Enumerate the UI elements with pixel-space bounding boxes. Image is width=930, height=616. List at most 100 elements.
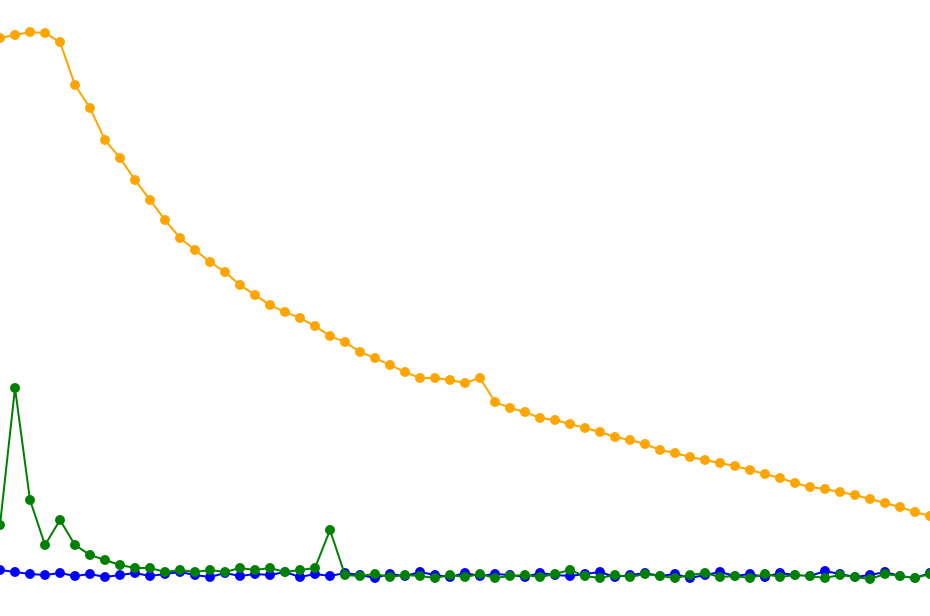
series-marker: [40, 540, 50, 550]
series-marker: [280, 567, 290, 577]
series-marker: [160, 215, 170, 225]
series-marker: [640, 439, 650, 449]
series-marker: [910, 507, 920, 517]
series-marker: [670, 573, 680, 583]
series-marker: [760, 469, 770, 479]
series-marker: [775, 473, 785, 483]
series-marker: [55, 37, 65, 47]
series-marker: [820, 573, 830, 583]
series-marker: [130, 175, 140, 185]
series-marker: [505, 571, 515, 581]
series-marker: [190, 567, 200, 577]
series-marker: [310, 321, 320, 331]
series-marker: [595, 427, 605, 437]
series-marker: [565, 419, 575, 429]
series-marker: [715, 572, 725, 582]
series-marker: [850, 572, 860, 582]
series-marker: [190, 245, 200, 255]
series-marker: [925, 569, 930, 579]
series-marker: [55, 568, 65, 578]
series-marker: [580, 423, 590, 433]
series-marker: [0, 520, 5, 530]
series-marker: [430, 373, 440, 383]
series-marker: [640, 569, 650, 579]
series-marker: [895, 571, 905, 581]
series-marker: [235, 280, 245, 290]
series-marker: [400, 570, 410, 580]
series-marker: [70, 80, 80, 90]
series-marker: [205, 257, 215, 267]
series-marker: [790, 570, 800, 580]
series-marker: [115, 570, 125, 580]
series-marker: [850, 490, 860, 500]
series-marker: [895, 502, 905, 512]
series-marker: [805, 482, 815, 492]
series-marker: [610, 432, 620, 442]
series-marker: [580, 571, 590, 581]
series-marker: [100, 572, 110, 582]
series-marker: [115, 560, 125, 570]
series-marker: [595, 573, 605, 583]
series-marker: [40, 570, 50, 580]
series-marker: [820, 566, 830, 576]
series-marker: [10, 567, 20, 577]
series-marker: [205, 572, 215, 582]
series-marker: [25, 569, 35, 579]
series-marker: [355, 571, 365, 581]
series-marker: [475, 373, 485, 383]
series-marker: [790, 478, 800, 488]
series-marker: [865, 494, 875, 504]
series-marker: [250, 565, 260, 575]
series-marker: [535, 572, 545, 582]
series-marker: [460, 378, 470, 388]
series-marker: [820, 484, 830, 494]
series-marker: [685, 570, 695, 580]
series-marker: [745, 465, 755, 475]
series-marker: [505, 403, 515, 413]
series-marker: [715, 458, 725, 468]
series-marker: [670, 448, 680, 458]
series-marker: [25, 495, 35, 505]
series-marker: [730, 461, 740, 471]
series-marker: [430, 573, 440, 583]
series-marker: [10, 383, 20, 393]
series-marker: [280, 307, 290, 317]
series-marker: [415, 571, 425, 581]
series-marker: [730, 571, 740, 581]
series-marker: [250, 290, 260, 300]
series-marker: [295, 565, 305, 575]
series-marker: [325, 331, 335, 341]
series-marker: [880, 569, 890, 579]
series-marker: [340, 337, 350, 347]
series-marker: [235, 571, 245, 581]
series-marker: [490, 573, 500, 583]
series-marker: [385, 360, 395, 370]
series-marker: [700, 568, 710, 578]
series-marker: [415, 373, 425, 383]
series-marker: [370, 353, 380, 363]
series-marker: [370, 569, 380, 579]
series-marker: [655, 571, 665, 581]
series-marker: [0, 33, 5, 43]
series-marker: [625, 572, 635, 582]
series-marker: [70, 540, 80, 550]
series-marker: [775, 572, 785, 582]
series-marker: [880, 498, 890, 508]
series-marker: [745, 573, 755, 583]
series-marker: [235, 563, 245, 573]
series-marker: [0, 565, 5, 575]
series-marker: [295, 313, 305, 323]
series-marker: [835, 570, 845, 580]
series-marker: [220, 267, 230, 277]
series-marker: [70, 571, 80, 581]
series-marker: [490, 397, 500, 407]
series-marker: [310, 563, 320, 573]
series-marker: [355, 347, 365, 357]
series-marker: [535, 413, 545, 423]
series-marker: [205, 565, 215, 575]
series-marker: [85, 569, 95, 579]
series-marker: [145, 195, 155, 205]
series-marker: [265, 570, 275, 580]
series-marker: [910, 573, 920, 583]
series-marker: [325, 571, 335, 581]
